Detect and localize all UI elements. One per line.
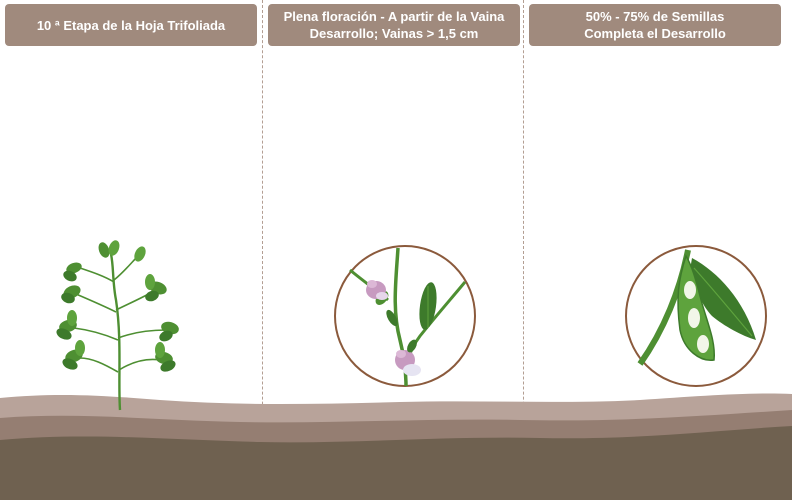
- soybean-plant-icon: [56, 240, 179, 411]
- stage-label-v10: 10 ª Etapa de la Hoja Trifoliada: [5, 4, 257, 46]
- stage-label-seed-fill-line-1: 50% - 75% de Semillas: [585, 9, 725, 24]
- flower-2: [395, 350, 421, 376]
- soybean-pod-icon: [625, 245, 767, 387]
- soil-ground: [0, 393, 792, 500]
- stage-label-flowering: Plena floración - A partir de la Vaina D…: [268, 4, 520, 46]
- stage-label-flowering-line-2: Desarrollo; Vainas > 1,5 cm: [309, 26, 479, 41]
- stage-label-v10-line-1: 10 ª Etapa de la Hoja Trifoliada: [36, 17, 226, 33]
- stage-divider-1: [262, 0, 263, 500]
- stage-divider-2: [523, 0, 524, 500]
- flower-1: [366, 280, 388, 300]
- flowering-stem-icon: [334, 245, 476, 387]
- stage-label-seed-fill-line-2: Completa el Desarrollo: [584, 26, 726, 41]
- stage-label-flowering-line-1: Plena floración - A partir de la Vaina: [283, 9, 505, 24]
- stage-label-seed-fill: 50% - 75% de Semillas Completa el Desarr…: [529, 4, 781, 46]
